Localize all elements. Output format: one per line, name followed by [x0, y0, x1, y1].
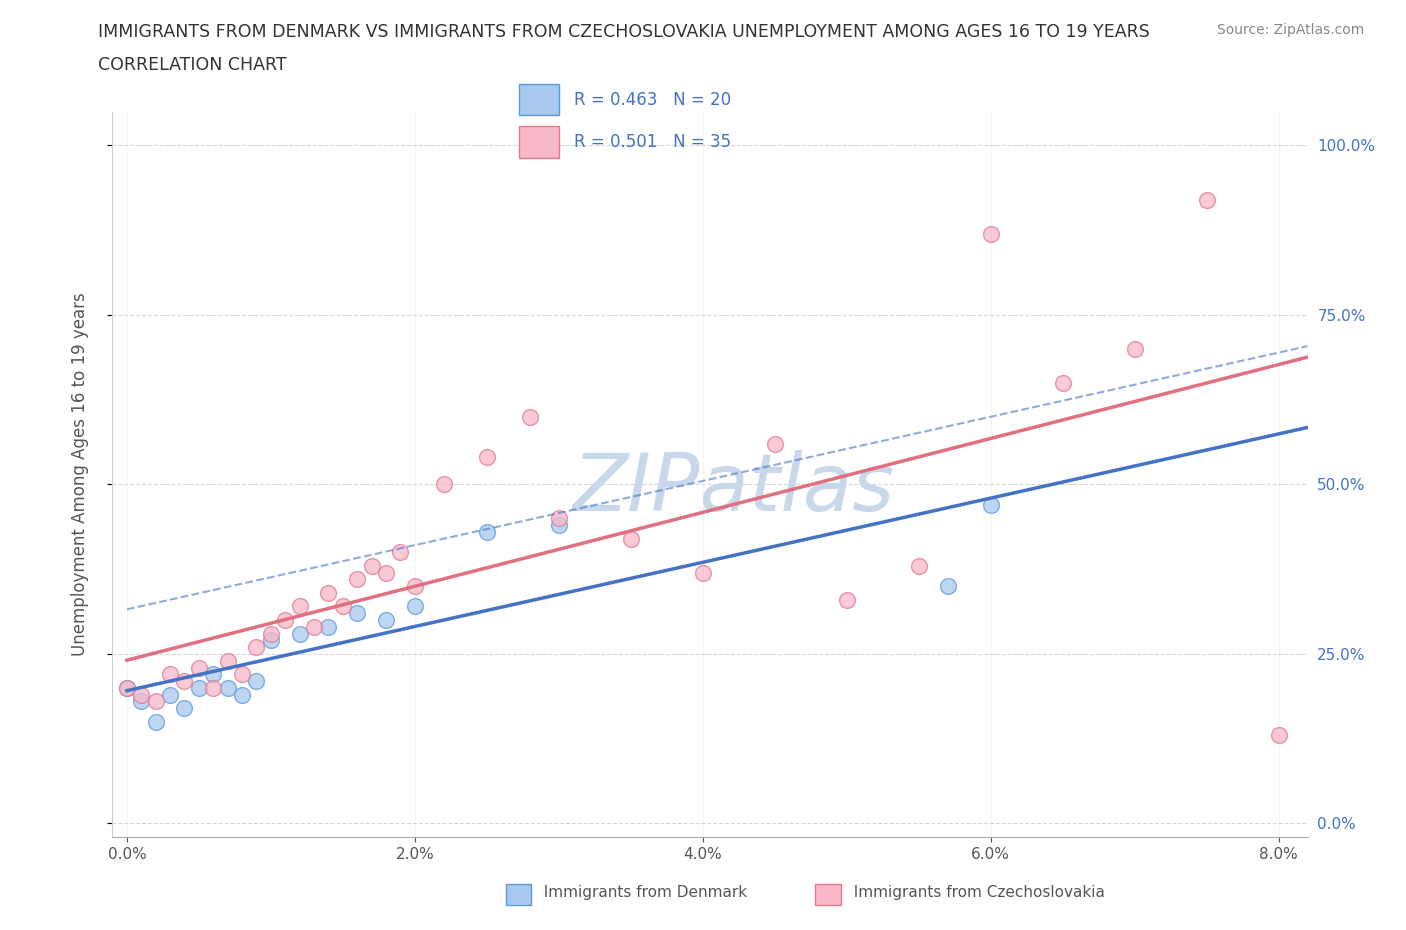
Point [475, 525, 498, 539]
Point [980, 226, 1002, 241]
Point [187, 681, 209, 696]
Text: ZIPatlas: ZIPatlas [572, 450, 896, 528]
Point [115, 681, 138, 696]
Point [202, 681, 225, 696]
Point [475, 450, 498, 465]
Point [231, 667, 253, 682]
Point [375, 613, 398, 628]
Point [389, 545, 412, 560]
Point [245, 673, 267, 688]
Point [159, 667, 181, 682]
Point [519, 409, 541, 424]
Point [1268, 728, 1291, 743]
Point [159, 687, 181, 702]
Point [288, 626, 311, 641]
Point [129, 687, 152, 702]
Point [936, 578, 959, 593]
Point [1052, 376, 1074, 391]
Point [763, 436, 786, 451]
Point [318, 619, 340, 634]
Text: R = 0.501   N = 35: R = 0.501 N = 35 [574, 133, 731, 152]
Text: Immigrants from Czechoslovakia: Immigrants from Czechoslovakia [844, 885, 1105, 900]
Point [115, 681, 138, 696]
Point [173, 673, 195, 688]
Y-axis label: Unemployment Among Ages 16 to 19 years: Unemployment Among Ages 16 to 19 years [70, 292, 89, 657]
Text: Source: ZipAtlas.com: Source: ZipAtlas.com [1216, 23, 1364, 37]
Point [288, 599, 311, 614]
Point [260, 626, 283, 641]
Point [433, 477, 456, 492]
Point [360, 558, 382, 573]
Point [907, 558, 929, 573]
Point [835, 592, 858, 607]
Text: Immigrants from Denmark: Immigrants from Denmark [534, 885, 748, 900]
Point [547, 511, 569, 525]
Point [245, 640, 267, 655]
Point [129, 694, 152, 709]
Point [173, 700, 195, 715]
FancyBboxPatch shape [519, 84, 558, 115]
Point [318, 586, 340, 601]
Point [202, 667, 225, 682]
Point [145, 694, 167, 709]
Point [302, 619, 325, 634]
Text: R = 0.463   N = 20: R = 0.463 N = 20 [574, 90, 731, 109]
Point [346, 572, 368, 587]
Point [404, 599, 426, 614]
Point [692, 565, 714, 580]
Point [375, 565, 398, 580]
Text: CORRELATION CHART: CORRELATION CHART [98, 56, 287, 73]
Point [980, 498, 1002, 512]
Point [1123, 341, 1146, 356]
Point [404, 578, 426, 593]
Point [231, 687, 253, 702]
Point [547, 518, 569, 533]
Point [620, 531, 643, 546]
Point [346, 605, 368, 620]
Point [1195, 193, 1218, 207]
Point [145, 714, 167, 729]
FancyBboxPatch shape [519, 126, 558, 158]
Point [274, 613, 297, 628]
Point [187, 660, 209, 675]
Text: IMMIGRANTS FROM DENMARK VS IMMIGRANTS FROM CZECHOSLOVAKIA UNEMPLOYMENT AMONG AGE: IMMIGRANTS FROM DENMARK VS IMMIGRANTS FR… [98, 23, 1150, 41]
Point [217, 653, 239, 668]
Point [260, 633, 283, 648]
Point [217, 681, 239, 696]
Point [332, 599, 354, 614]
